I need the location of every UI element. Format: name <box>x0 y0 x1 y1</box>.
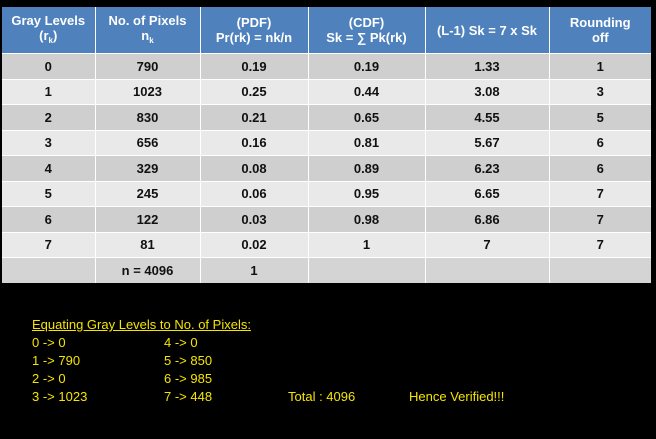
table-cell: 1 <box>2 78 96 105</box>
column-header-subtitle: Sk = ∑ Pk(rk) <box>326 30 407 45</box>
table-cell: 4 <box>2 155 96 181</box>
mapping-item: 1 -> 790 <box>32 353 81 368</box>
table-total-row: n = 4096 1 <box>2 257 651 283</box>
table-row: 0 790 0.19 0.19 1.33 1 <box>2 53 651 79</box>
table-cell: 329 <box>95 155 201 181</box>
column-header-title: No. of Pixels <box>108 12 187 28</box>
column-header: Gray Levels (rk) <box>2 7 96 54</box>
table-body: 0 790 0.19 0.19 1.33 1 1 1023 0.25 0.44 3.08 3 2 830 0… <box>2 53 651 283</box>
verified-label: Hence Verified!!! <box>409 389 505 404</box>
table-cell: 1 <box>549 53 651 79</box>
table-cell: 0.06 <box>200 180 309 207</box>
table-cell: 0.08 <box>200 155 309 181</box>
table-cell: n = 4096 <box>95 257 201 283</box>
table-row: 6 122 0.03 0.98 6.86 7 <box>2 206 651 232</box>
table-row: 7 81 0.02 1 7 7 <box>2 231 651 258</box>
table-cell: 5 <box>2 180 96 207</box>
mapping-item: 4 -> 0 <box>164 335 198 350</box>
total-label: Total : 4096 <box>288 389 356 404</box>
table-cell: 0.81 <box>308 129 426 156</box>
mapping-item: 2 -> 0 <box>32 371 66 386</box>
column-header-title: (PDF) <box>236 15 272 30</box>
table-cell: 6.23 <box>425 155 550 181</box>
column-header-title: Gray Levels <box>11 12 86 28</box>
table-cell: 0.98 <box>308 206 426 232</box>
table-cell: 0.19 <box>308 53 426 79</box>
table-cell: 0.65 <box>308 104 426 130</box>
table-cell: 6.86 <box>425 206 550 232</box>
table-cell: 7 <box>425 231 550 258</box>
table-cell: 5 <box>549 104 651 130</box>
table-cell: 3 <box>2 129 96 156</box>
column-header: Rounding off <box>549 7 651 54</box>
table-cell: 6 <box>549 155 651 181</box>
table-row: 4 329 0.08 0.89 6.23 6 <box>2 155 651 181</box>
table-row: 1 1023 0.25 0.44 3.08 3 <box>2 78 651 105</box>
table-cell: 6 <box>549 129 651 156</box>
mapping-item: 5 -> 850 <box>164 353 213 368</box>
column-header-title: (CDF) <box>348 15 385 30</box>
table-cell: 830 <box>95 104 201 130</box>
table-cell: 1 <box>308 231 426 258</box>
table-cell: 1 <box>200 257 309 283</box>
table-cell: 0.44 <box>308 78 426 105</box>
table-cell: 6.65 <box>425 180 550 207</box>
mapping-item: 7 -> 448 <box>164 389 213 404</box>
table-cell: 790 <box>95 53 201 79</box>
column-header-subtitle: n <box>141 27 150 43</box>
table-cell: 0.03 <box>200 206 309 232</box>
column-header: (L-1) Sk = 7 x Sk <box>425 7 550 54</box>
table-cell: 0.89 <box>308 155 426 181</box>
table-cell: 1.33 <box>425 53 550 79</box>
table-cell: 7 <box>549 231 651 258</box>
table-cell: 1023 <box>95 78 201 105</box>
table-cell: 0.19 <box>200 53 309 79</box>
column-header-subtitle: off <box>591 30 609 45</box>
column-header-title: Rounding <box>569 15 631 30</box>
column-header: No. of Pixels nk <box>95 7 201 54</box>
table-cell: 2 <box>2 104 96 130</box>
table-row: 2 830 0.21 0.65 4.55 5 <box>2 104 651 130</box>
table-cell: 0.95 <box>308 180 426 207</box>
table-cell: 122 <box>95 206 201 232</box>
table-cell <box>549 257 651 283</box>
mapping-item: 0 -> 0 <box>32 335 66 350</box>
table-cell: 5.67 <box>425 129 550 156</box>
mapping-heading: Equating Gray Levels to No. of Pixels: <box>32 317 251 332</box>
table-cell <box>2 257 96 283</box>
table-cell: 3.08 <box>425 78 550 105</box>
mapping-item: 6 -> 985 <box>164 371 213 386</box>
column-header-title: (L-1) Sk = 7 x Sk <box>436 22 538 38</box>
table-cell: 0 <box>2 53 96 79</box>
histogram-equalization-table: Gray Levels (rk) No. of Pixels nk (PDF) Pr(rk… <box>2 7 651 283</box>
table-cell: 6 <box>2 206 96 232</box>
column-header-subtitle: (r <box>39 27 49 43</box>
column-header: (PDF) Pr(rk) = nk/n <box>200 7 309 54</box>
subscript: k <box>48 35 53 45</box>
table-cell: 656 <box>95 129 201 156</box>
table-cell: 0.21 <box>200 104 309 130</box>
table-cell: 7 <box>549 180 651 207</box>
table-cell: 4.55 <box>425 104 550 130</box>
table-cell: 7 <box>549 206 651 232</box>
table-cell <box>425 257 550 283</box>
table-cell <box>308 257 426 283</box>
column-header-subtitle: Pr(rk) = nk/n <box>215 30 293 45</box>
table-cell: 7 <box>2 231 96 258</box>
table-cell: 0.25 <box>200 78 309 105</box>
table-row: 5 245 0.06 0.95 6.65 7 <box>2 180 651 207</box>
table-cell: 0.16 <box>200 129 309 156</box>
table-cell: 81 <box>95 231 201 258</box>
table-cell: 245 <box>95 180 201 207</box>
table-header-row: Gray Levels (rk) No. of Pixels nk (PDF) Pr(rk… <box>2 7 651 54</box>
table-cell: 0.02 <box>200 231 309 258</box>
mapping-item: 3 -> 1023 <box>32 389 88 404</box>
table-row: 3 656 0.16 0.81 5.67 6 <box>2 129 651 156</box>
column-header: (CDF) Sk = ∑ Pk(rk) <box>308 7 426 54</box>
column-header-suffix: ) <box>53 27 58 43</box>
subscript: k <box>149 35 154 45</box>
table-cell: 3 <box>549 78 651 105</box>
